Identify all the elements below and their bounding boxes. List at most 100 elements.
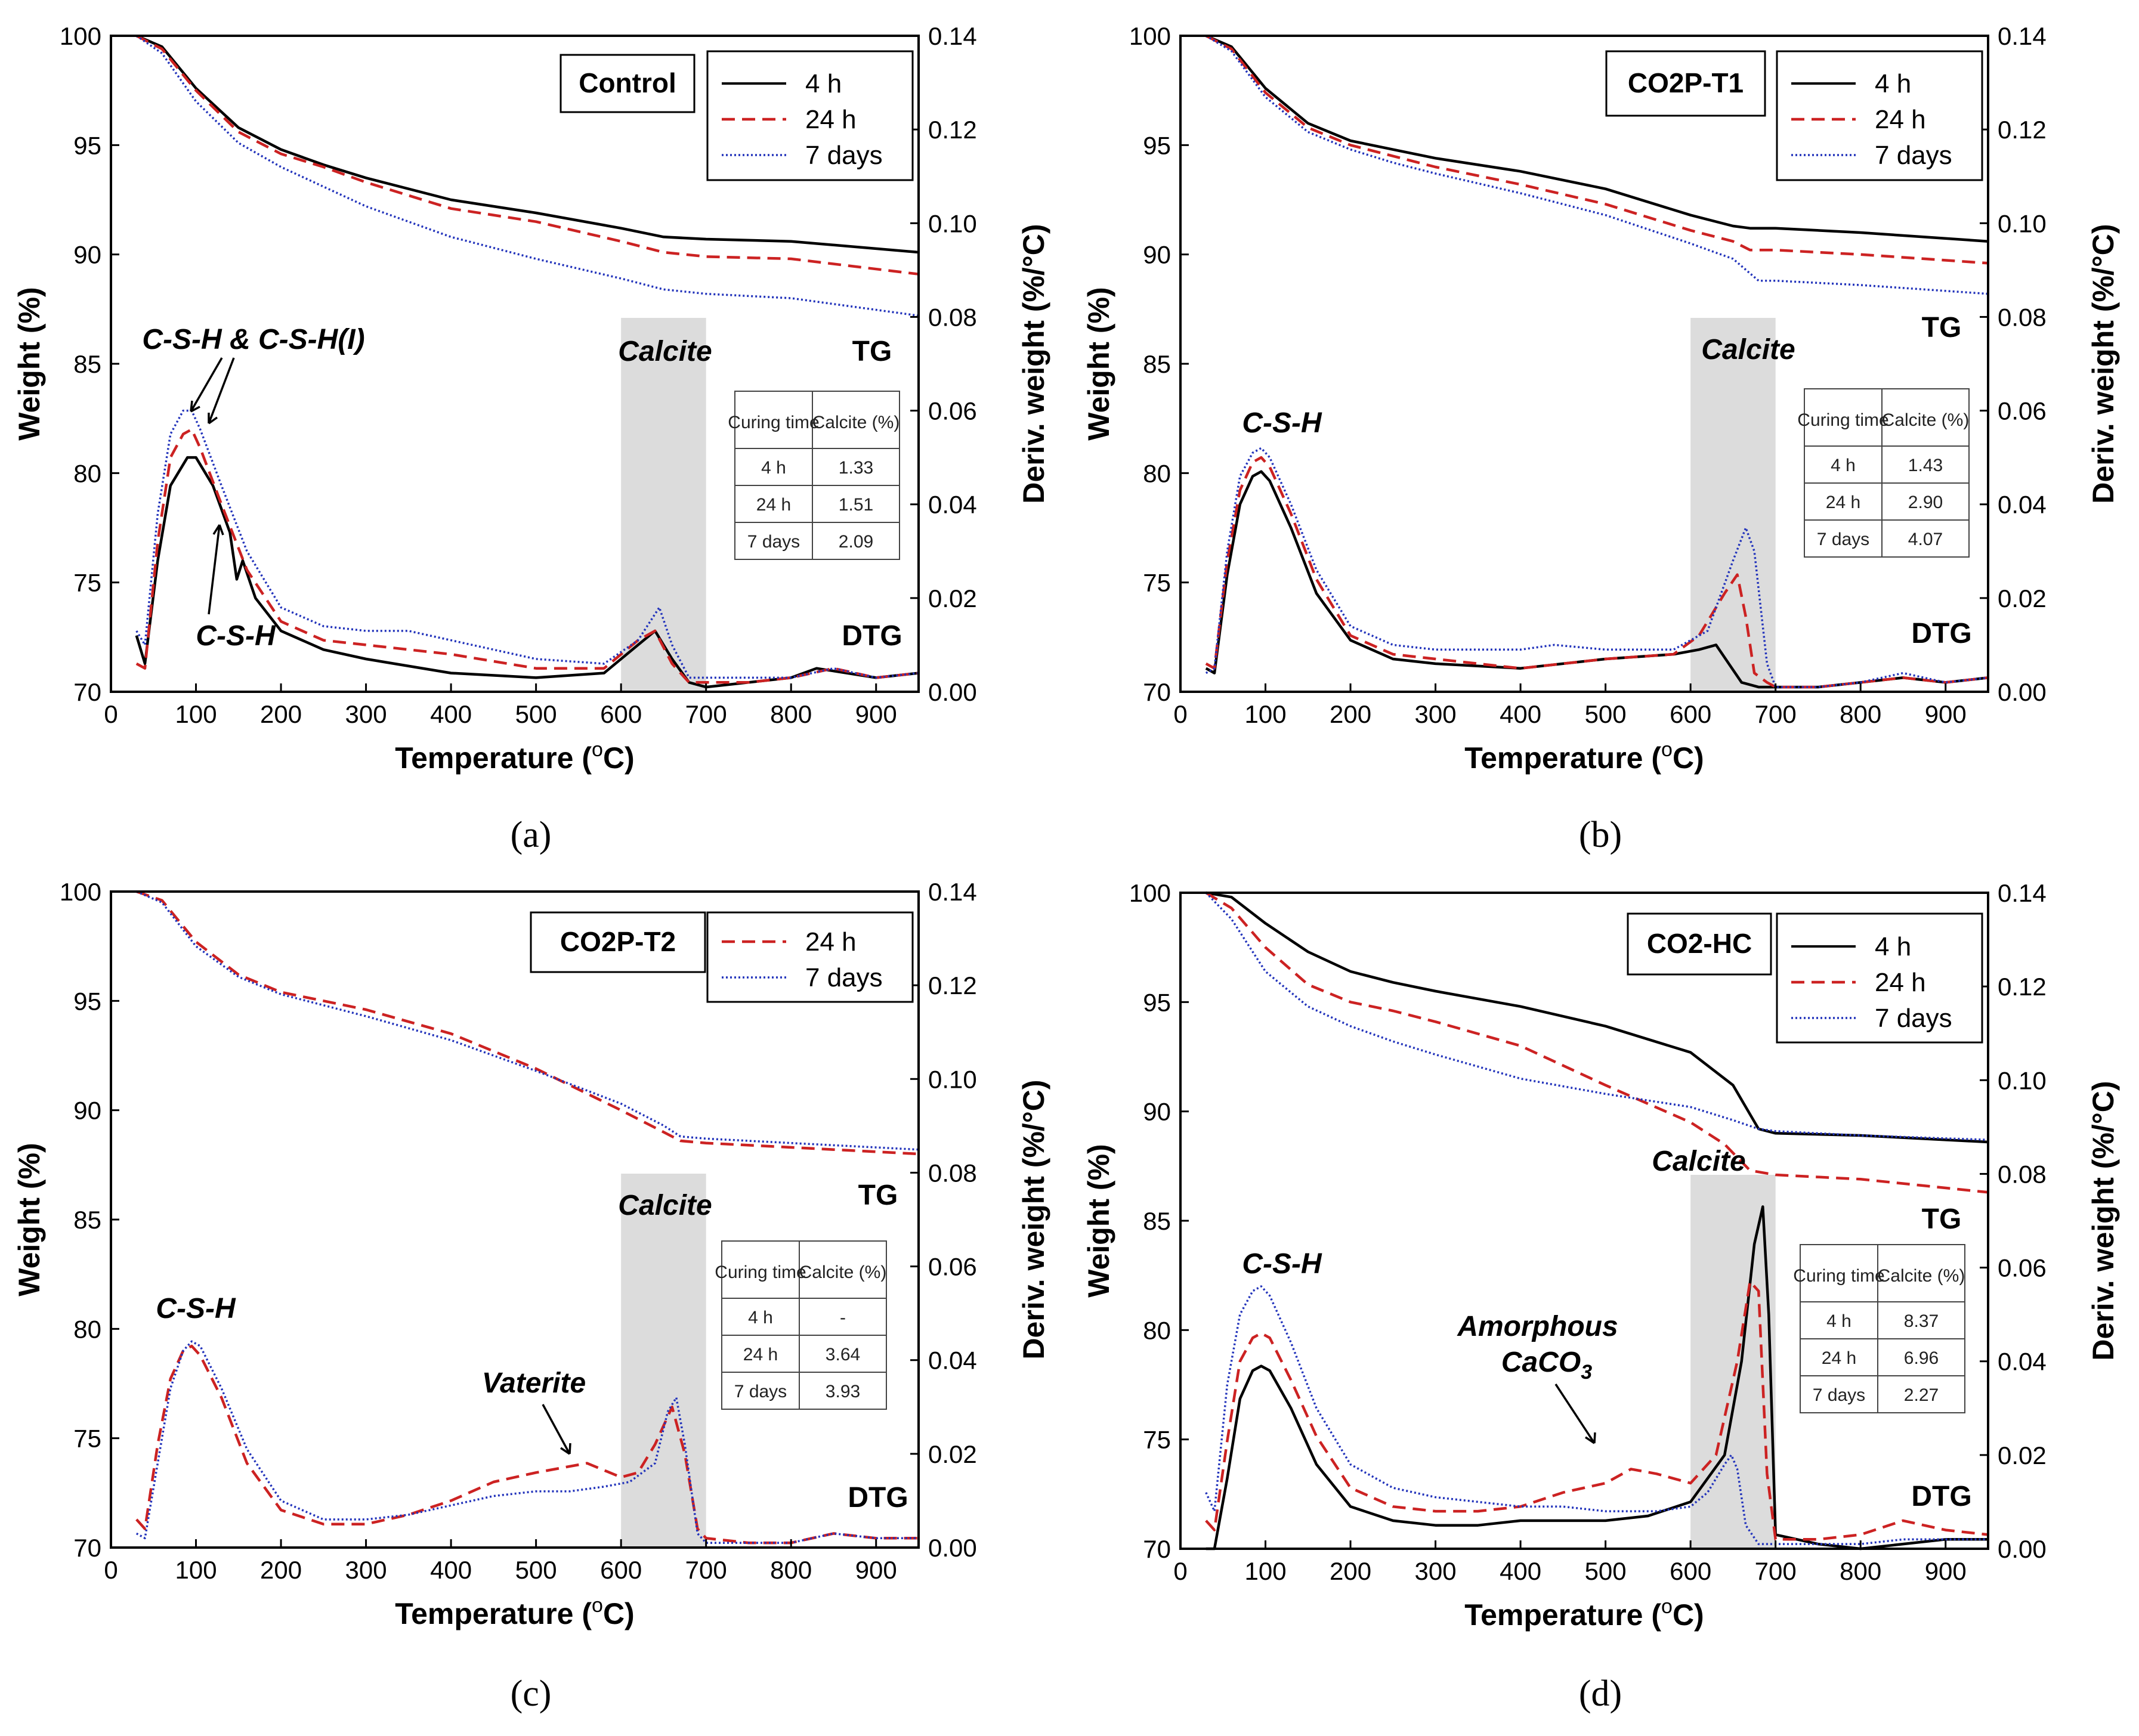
y-left-tick-label: 100 bbox=[60, 878, 101, 906]
legend-box bbox=[706, 911, 914, 1003]
table-cell: 7 days bbox=[1817, 530, 1869, 549]
x-tick-label: 700 bbox=[1755, 700, 1797, 728]
annotation-amorphous: Amorphous bbox=[1457, 1311, 1618, 1342]
calcite-band bbox=[621, 1174, 706, 1548]
series-line-24-h-tg bbox=[135, 34, 919, 276]
legend-box bbox=[706, 50, 914, 181]
x-axis-title-main: Temperature ( bbox=[1464, 1598, 1661, 1632]
y-left-tick-label: 80 bbox=[1143, 459, 1171, 487]
x-tick-label: 800 bbox=[1840, 1557, 1881, 1585]
series-line-4-h-tg bbox=[1205, 34, 1989, 243]
x-tick-label: 200 bbox=[260, 700, 302, 728]
x-tick-label: 300 bbox=[345, 700, 387, 728]
annotation-caco3-main: CaCO bbox=[1501, 1347, 1581, 1378]
y-right-tick-label: 0.10 bbox=[928, 209, 977, 237]
chart-a: 0 100 200 300 400 500 600 700 800 900 70 75 80 85 90 95… bbox=[13, 22, 1050, 855]
x-tick-label: 800 bbox=[770, 700, 812, 728]
dtg-label: DTG bbox=[842, 620, 902, 652]
y-left-tick-label: 75 bbox=[73, 1425, 101, 1453]
legend-box bbox=[1776, 912, 1983, 1044]
y-left-tick-label: 80 bbox=[73, 459, 101, 487]
calcite-label: Calcite bbox=[1652, 1146, 1745, 1177]
legend-label-24h: 24 h bbox=[1875, 105, 1926, 134]
y-right-tick-label: 0.12 bbox=[1998, 973, 2047, 1001]
y-left-tick-label: 75 bbox=[73, 569, 101, 597]
y-right-tick-label: 0.02 bbox=[1998, 584, 2047, 612]
y-right-tick-label: 0.10 bbox=[1998, 209, 2047, 237]
y-left-tick-label: 75 bbox=[1143, 569, 1171, 597]
x-tick-label: 0 bbox=[1173, 1557, 1187, 1585]
series-line-24-h-dtg bbox=[135, 1344, 919, 1545]
y-left-tick-label: 85 bbox=[73, 1206, 101, 1234]
tg-label: TG bbox=[1922, 312, 1962, 344]
x-tick-label: 900 bbox=[1925, 700, 1967, 728]
x-tick-label: 300 bbox=[1415, 700, 1457, 728]
legend-label-4h: 4 h bbox=[1875, 69, 1911, 98]
annotation-arrow bbox=[208, 524, 224, 615]
table-cell: 24 h bbox=[743, 1345, 778, 1364]
x-axis-title-main: Temperature ( bbox=[395, 741, 592, 775]
y-right-tick-label: 0.10 bbox=[928, 1065, 977, 1093]
table-cell: 7 days bbox=[747, 532, 800, 552]
y-left-tick-label: 70 bbox=[1143, 1535, 1171, 1563]
x-tick-label: 700 bbox=[685, 1556, 727, 1584]
y-left-tick-label: 90 bbox=[1143, 1098, 1171, 1126]
table-cell: 6.96 bbox=[1904, 1348, 1939, 1368]
y-right-tick-label: 0.04 bbox=[1998, 491, 2047, 519]
x-axis-title-main: Temperature ( bbox=[1464, 741, 1661, 775]
table-header-curing: Curing time bbox=[715, 1262, 806, 1282]
series-line-24-h-dtg bbox=[135, 428, 919, 684]
y-right-tick-label: 0.02 bbox=[928, 584, 977, 612]
legend-label-24h: 24 h bbox=[1875, 968, 1926, 997]
x-tick-label: 100 bbox=[175, 1556, 217, 1584]
y-left-axis-title: Weight (%) bbox=[1082, 1144, 1115, 1297]
y-left-axis-title: Weight (%) bbox=[1082, 287, 1115, 440]
table-header-calcite: Calcite (%) bbox=[812, 413, 900, 432]
series-line-7-days-dtg bbox=[1205, 447, 1989, 688]
x-axis-title-main: Temperature ( bbox=[395, 1597, 592, 1630]
y-left-tick-label: 85 bbox=[1143, 1207, 1171, 1235]
y-right-tick-label: 0.06 bbox=[928, 1253, 977, 1281]
tg-label: TG bbox=[852, 336, 892, 367]
table-header-curing: Curing time bbox=[1797, 410, 1888, 430]
panel-label: (d) bbox=[1579, 1673, 1622, 1714]
table-header-curing: Curing time bbox=[1793, 1266, 1884, 1286]
y-left-tick-label: 95 bbox=[1143, 988, 1171, 1016]
table-cell: 3.93 bbox=[826, 1382, 860, 1401]
series-line-4-h-tg bbox=[135, 34, 919, 254]
y-left-tick-label: 70 bbox=[73, 1534, 101, 1562]
y-right-tick-label: 0.00 bbox=[1998, 678, 2047, 706]
table-cell: 8.37 bbox=[1904, 1311, 1939, 1331]
y-left-tick-label: 90 bbox=[1143, 241, 1171, 269]
y-right-tick-label: 0.02 bbox=[1998, 1441, 2047, 1469]
dtg-label: DTG bbox=[1911, 618, 1971, 649]
annotation-arrow bbox=[208, 357, 235, 425]
calcite-label: Calcite bbox=[618, 1190, 712, 1221]
x-tick-label: 600 bbox=[600, 1556, 642, 1584]
y-right-tick-label: 0.02 bbox=[928, 1440, 977, 1468]
annotation-csh: C-S-H bbox=[1242, 1248, 1322, 1280]
y-left-tick-label: 90 bbox=[73, 241, 101, 269]
series-line-24-h-tg bbox=[1205, 34, 1989, 265]
sample-label-box bbox=[530, 911, 706, 973]
y-right-tick-label: 0.12 bbox=[928, 971, 977, 999]
y-left-tick-label: 95 bbox=[1143, 131, 1171, 159]
y-right-tick-label: 0.04 bbox=[928, 491, 977, 519]
x-tick-label: 0 bbox=[104, 700, 118, 728]
y-left-tick-label: 85 bbox=[1143, 350, 1171, 378]
x-tick-label: 500 bbox=[515, 700, 557, 728]
y-right-tick-label: 0.12 bbox=[928, 116, 977, 144]
calcite-table: Curing time Calcite (%) 4 h 8.37 24 h 6.… bbox=[1793, 1244, 1965, 1413]
x-tick-label: 900 bbox=[855, 1556, 897, 1584]
annotation-vaterite: Vaterite bbox=[482, 1367, 586, 1399]
table-cell: 4.07 bbox=[1908, 530, 1943, 549]
x-axis-title: Temperature (oC) bbox=[1464, 1595, 1704, 1632]
table-header-calcite: Calcite (%) bbox=[799, 1262, 887, 1282]
x-tick-label: 700 bbox=[685, 700, 727, 728]
y-left-tick-label: 100 bbox=[60, 22, 101, 50]
x-tick-label: 400 bbox=[430, 1556, 472, 1584]
table-header-curing: Curing time bbox=[728, 413, 819, 432]
series-line-24-h-dtg bbox=[1205, 1280, 1989, 1541]
y-right-tick-label: 0.04 bbox=[928, 1347, 977, 1375]
table-cell: 24 h bbox=[1826, 493, 1860, 512]
